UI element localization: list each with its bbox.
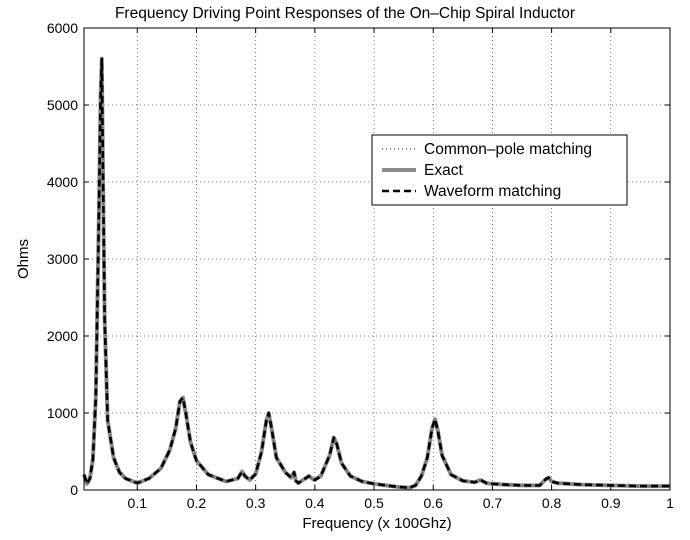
legend-label: Exact xyxy=(424,162,463,179)
x-tick-label: 0.5 xyxy=(364,495,384,511)
x-tick-label: 0.7 xyxy=(483,495,503,511)
x-tick-label: 0.3 xyxy=(246,495,266,511)
legend-label: Common–pole matching xyxy=(424,141,592,158)
series-layer xyxy=(82,56,670,490)
x-tick-label: 0.9 xyxy=(601,495,621,511)
y-tick-label: 5000 xyxy=(47,97,78,113)
chart-title: Frequency Driving Point Responses of the… xyxy=(115,5,575,22)
plot-frame xyxy=(83,27,671,491)
x-tick-label: 0.8 xyxy=(542,495,562,511)
y-tick-label: 1000 xyxy=(47,405,78,421)
series-line-dotted xyxy=(83,58,670,489)
x-tick-label: 0.4 xyxy=(305,495,325,511)
x-tick-label: 1 xyxy=(666,495,674,511)
legend-label: Waveform matching xyxy=(424,183,561,200)
y-tick-label: 4000 xyxy=(47,174,78,190)
x-tick-label: 0.1 xyxy=(128,495,148,511)
x-axis-label: Frequency (x 100Ghz) xyxy=(302,515,451,532)
y-tick-label: 6000 xyxy=(47,20,78,36)
y-tick-label: 3000 xyxy=(47,251,78,267)
tick-labels: 0.1 0.2 0.3 0.4 0.5 0.6 0.7 0.8 0.9 1 0 1000 2000 300… xyxy=(47,20,674,511)
y-tick-label: 2000 xyxy=(47,328,78,344)
x-tick-label: 0.2 xyxy=(187,495,207,511)
x-tick-label: 0.6 xyxy=(423,495,443,511)
y-axis-label: Ohms xyxy=(15,239,32,279)
legend: Common–pole matching Exact Waveform matchi… xyxy=(371,134,628,206)
series-line-dashed xyxy=(82,57,670,490)
legend-items: Common–pole matching Exact Waveform matchi… xyxy=(382,141,592,200)
y-tick-label: 0 xyxy=(70,482,78,498)
